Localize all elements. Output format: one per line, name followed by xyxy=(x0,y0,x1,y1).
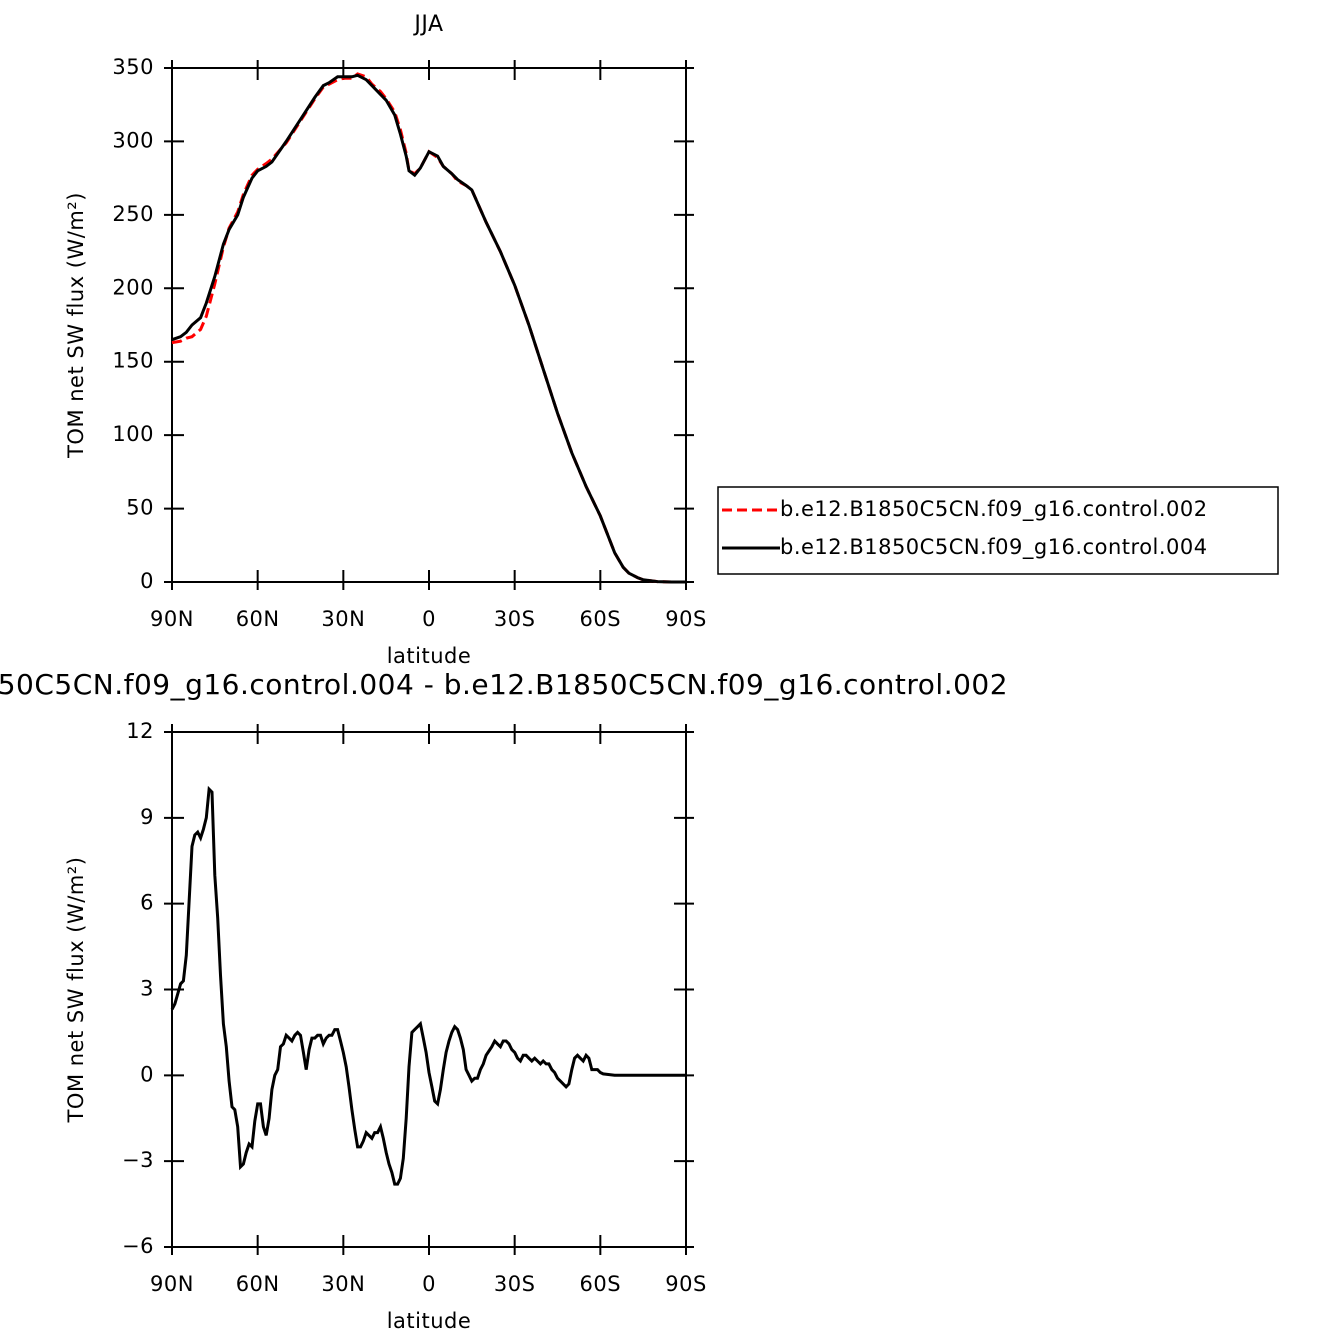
y-tick-label: 100 xyxy=(112,422,154,446)
x-tick-label: 30S xyxy=(494,607,536,631)
y-tick-label: 0 xyxy=(140,1062,154,1086)
y-tick-label: 50 xyxy=(126,496,154,520)
y-tick-label: 200 xyxy=(112,275,154,299)
x-axis-label: latitude xyxy=(387,1309,472,1333)
plot-frame xyxy=(171,67,687,583)
x-tick-label: 60S xyxy=(580,1272,622,1296)
data-line xyxy=(171,73,686,584)
y-axis-label: TOM net SW flux (W/m²) xyxy=(64,857,88,1124)
x-tick-label: 60N xyxy=(236,607,280,631)
y-axis-label: TOM net SW flux (W/m²) xyxy=(64,192,88,459)
x-tick-label: 60S xyxy=(580,607,622,631)
x-tick-label: 0 xyxy=(422,607,436,631)
x-axis-label: latitude xyxy=(387,644,472,668)
x-tick-label: 30N xyxy=(321,1272,365,1296)
y-tick-label: 9 xyxy=(140,805,154,829)
x-tick-label: 0 xyxy=(422,1272,436,1296)
y-tick-label: −3 xyxy=(122,1148,154,1172)
x-tick-label: 90S xyxy=(665,1272,707,1296)
x-tick-label: 90S xyxy=(665,607,707,631)
legend-label: b.e12.B1850C5CN.f09_g16.control.002 xyxy=(780,497,1208,522)
y-tick-label: −6 xyxy=(122,1234,154,1258)
x-tick-label: 30N xyxy=(321,607,365,631)
y-tick-label: 350 xyxy=(112,55,154,79)
legend-box xyxy=(717,486,1279,575)
x-tick-label: 30S xyxy=(494,1272,536,1296)
y-tick-label: 0 xyxy=(140,569,154,593)
plot-frame xyxy=(171,731,687,1248)
y-tick-label: 150 xyxy=(112,349,154,373)
y-tick-label: 12 xyxy=(126,719,154,743)
chart-title: JJA xyxy=(412,12,443,37)
data-line xyxy=(170,785,686,1186)
chart-title: b.e12.B1850C5CN.f09_g16.control.004 - b.… xyxy=(0,668,1008,701)
legend-label: b.e12.B1850C5CN.f09_g16.control.004 xyxy=(780,535,1208,560)
y-tick-label: 250 xyxy=(112,202,154,226)
x-tick-label: 90N xyxy=(150,1272,194,1296)
y-tick-label: 6 xyxy=(140,891,154,915)
x-tick-label: 90N xyxy=(150,607,194,631)
y-tick-label: 300 xyxy=(112,128,154,152)
x-tick-label: 60N xyxy=(236,1272,280,1296)
y-tick-label: 3 xyxy=(140,977,154,1001)
